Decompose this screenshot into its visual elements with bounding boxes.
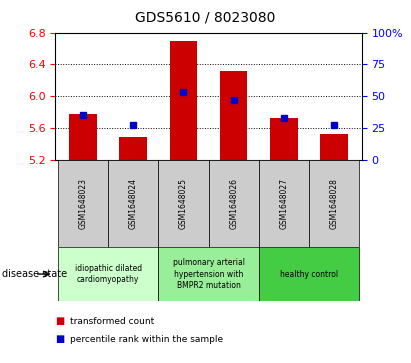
Bar	[259, 247, 359, 301]
Text: transformed count: transformed count	[70, 317, 154, 326]
Text: GDS5610 / 8023080: GDS5610 / 8023080	[135, 11, 276, 25]
Text: percentile rank within the sample: percentile rank within the sample	[70, 335, 223, 344]
Text: GSM1648025: GSM1648025	[179, 178, 188, 229]
Bar	[170, 41, 197, 160]
Bar	[209, 160, 259, 247]
Text: GSM1648027: GSM1648027	[279, 178, 289, 229]
Bar	[158, 160, 209, 247]
Bar	[58, 160, 108, 247]
Bar	[270, 118, 298, 160]
Bar	[108, 160, 158, 247]
Text: GSM1648023: GSM1648023	[79, 178, 88, 229]
Text: idiopathic dilated
cardiomyopathy: idiopathic dilated cardiomyopathy	[75, 264, 142, 284]
Bar	[220, 71, 247, 160]
Bar	[320, 134, 348, 160]
Text: disease state: disease state	[2, 269, 67, 279]
Bar	[259, 160, 309, 247]
Text: GSM1648026: GSM1648026	[229, 178, 238, 229]
Bar	[120, 138, 147, 160]
Bar	[69, 114, 97, 160]
Text: ■: ■	[55, 316, 65, 326]
Text: healthy control: healthy control	[280, 270, 338, 278]
Bar	[309, 160, 359, 247]
Text: ■: ■	[55, 334, 65, 344]
Text: GSM1648028: GSM1648028	[330, 178, 339, 229]
Bar	[158, 247, 259, 301]
Text: GSM1648024: GSM1648024	[129, 178, 138, 229]
Text: pulmonary arterial
hypertension with
BMPR2 mutation: pulmonary arterial hypertension with BMP…	[173, 258, 245, 290]
Bar	[58, 247, 158, 301]
